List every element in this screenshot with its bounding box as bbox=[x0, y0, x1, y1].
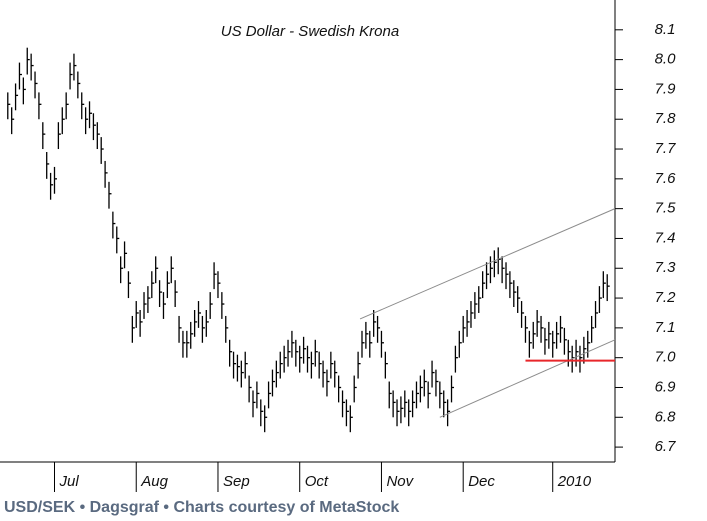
y-tick-label: 7.3 bbox=[655, 259, 677, 276]
y-tick-label: 7.6 bbox=[655, 170, 677, 187]
x-tick-label: Sep bbox=[223, 473, 250, 490]
y-tick-label: 8.1 bbox=[655, 21, 676, 38]
y-tick-label: 7.0 bbox=[655, 349, 677, 366]
footer: USD/SEK • Dagsgraf • Charts courtesy of … bbox=[4, 499, 399, 516]
x-tick-label: Jul bbox=[58, 473, 79, 490]
y-tick-label: 7.4 bbox=[655, 229, 676, 246]
trend-line bbox=[359, 208, 616, 320]
x-tick-label: Aug bbox=[140, 473, 168, 490]
chart-title: US Dollar - Swedish Krona bbox=[221, 23, 399, 40]
x-tick-label: Nov bbox=[386, 473, 414, 490]
y-tick-label: 6.7 bbox=[655, 438, 677, 455]
y-tick-label: 6.9 bbox=[655, 378, 677, 395]
y-tick-label: 7.8 bbox=[655, 110, 677, 127]
trend-line bbox=[439, 339, 616, 418]
y-tick-label: 7.2 bbox=[655, 289, 677, 306]
y-tick-label: 7.7 bbox=[655, 140, 677, 157]
y-tick-label: 7.1 bbox=[655, 319, 676, 336]
y-tick-label: 7.5 bbox=[655, 200, 677, 217]
y-tick-label: 8.0 bbox=[655, 51, 677, 68]
x-tick-label: 2010 bbox=[557, 473, 592, 490]
y-tick-label: 6.8 bbox=[655, 408, 677, 425]
x-tick-label: Dec bbox=[468, 473, 495, 490]
x-tick-label: Oct bbox=[305, 473, 329, 490]
y-tick-label: 7.9 bbox=[655, 80, 677, 97]
